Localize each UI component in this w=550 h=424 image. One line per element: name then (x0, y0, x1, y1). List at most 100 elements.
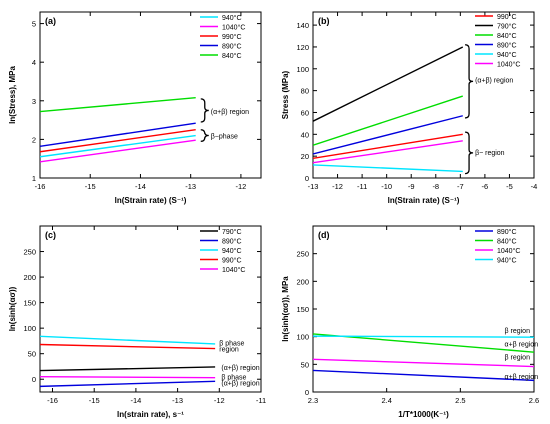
panel-label: (d) (318, 230, 330, 240)
series-line (40, 97, 196, 113)
legend-label: 940°C (497, 51, 517, 59)
y-tick-label: 100 (296, 333, 309, 342)
series-line (40, 343, 216, 350)
series-line (313, 335, 534, 338)
series-line (313, 140, 463, 164)
y-tick-label: 80 (301, 87, 309, 96)
annotation-label: β phase (221, 375, 246, 382)
x-tick-label: -8 (432, 182, 439, 191)
series-line (313, 164, 463, 173)
annotation-brace (465, 44, 474, 119)
x-tick-label: -5 (506, 182, 513, 191)
y-tick-label: 40 (301, 130, 309, 139)
panel-label: (b) (318, 16, 330, 26)
chart-panel-2: -13 -12 -11 -10 -9 -8 -7 -6 -5 -4 0 20 40 60 80 100 120 1… (281, 11, 538, 205)
x-tick-label: -16 (35, 182, 46, 191)
x-tick-label: -4 (531, 182, 538, 191)
series-group (40, 97, 196, 163)
annotation-label: (α+β) region (221, 365, 259, 372)
plot-frame (39, 11, 262, 179)
x-tick-label: -13 (308, 182, 319, 191)
y-tick-label: 0 (32, 375, 36, 384)
x-axis-label: ln(Strain rate) (S⁻¹) (388, 196, 460, 205)
x-tick-label: -15 (89, 396, 100, 405)
y-tick-label: 200 (296, 277, 309, 286)
series-line (313, 358, 534, 368)
annotation-brace (200, 98, 209, 123)
y-tick-label: 50 (301, 360, 309, 369)
legend-label: 790°C (222, 228, 242, 236)
legend-label: 940°C (222, 14, 242, 22)
x-tick-label: -10 (381, 182, 392, 191)
y-tick-label: 20 (301, 152, 309, 161)
plot-frame (312, 11, 535, 179)
y-tick-label: 150 (23, 299, 36, 308)
series-line (313, 95, 464, 146)
annotation-label: β region (505, 355, 531, 362)
x-tick-label: -6 (482, 182, 489, 191)
panel-label: (c) (45, 230, 56, 240)
x-axis-label: ln(strain rate), s⁻¹ (117, 410, 184, 419)
legend-label: 1040°C (497, 247, 520, 255)
series-group (313, 46, 464, 173)
legend-label: 990°C (497, 13, 517, 21)
legend-label: 890°C (497, 228, 517, 236)
y-tick-label: 2 (32, 135, 36, 144)
plot-frame (39, 225, 262, 393)
series-line (313, 133, 463, 160)
series-line (313, 369, 534, 382)
chart-panel-1: -16 -15 -14 -13 -12 1 2 3 4 5 ln(Strain rate) (S⁻¹… (8, 11, 262, 205)
series-line (40, 375, 216, 379)
y-axis-label: ln(sinh(ασ)) (8, 286, 17, 331)
y-tick-label: 4 (32, 58, 36, 67)
legend-label: 1040°C (222, 266, 245, 274)
annotation-label: α+β region (505, 341, 539, 348)
annotation-label: (α+β) region (475, 78, 513, 85)
y-axis-label: ln(Stress), MPa (8, 66, 17, 124)
x-tick-label: -13 (185, 182, 196, 191)
x-tick-label: 2.3 (308, 396, 318, 405)
x-tick-label: -14 (135, 182, 146, 191)
x-tick-label: -13 (172, 396, 183, 405)
y-axis-label: ln(sinh(ασ)), MPa (281, 276, 290, 342)
y-axis-label: Stress (MPa) (281, 70, 290, 119)
annotation-label: β− region (475, 150, 505, 157)
legend-label: 840°C (497, 237, 517, 245)
legend-label: 1040°C (497, 60, 520, 68)
series-line (313, 46, 464, 122)
x-tick-label: 2.4 (381, 396, 391, 405)
legend-label: 890°C (222, 42, 242, 50)
y-tick-label: 0 (305, 388, 309, 397)
y-tick-label: 120 (296, 43, 309, 52)
y-tick-label: 50 (28, 350, 36, 359)
annotation-label: β phase (219, 340, 244, 347)
y-tick-label: 140 (296, 21, 309, 30)
series-line (40, 134, 196, 158)
y-tick-label: 100 (296, 65, 309, 74)
y-tick-label: 5 (32, 20, 36, 29)
series-group (40, 335, 216, 388)
chart-panel-4: 2.3 2.4 2.5 2.6 0 50 100 150 200 250 1/T*1000(K⁻¹)… (281, 225, 539, 419)
series-line (40, 139, 196, 163)
legend-label: 890°C (497, 41, 517, 49)
x-axis-label: ln(Strain rate) (S⁻¹) (115, 196, 187, 205)
y-tick-label: 250 (23, 248, 36, 257)
legend-label: 1040°C (222, 23, 245, 31)
y-tick-label: 200 (23, 273, 36, 282)
annotation-label: β region (505, 328, 531, 335)
legend-label: 940°C (497, 256, 517, 264)
y-tick-label: 1 (32, 174, 36, 183)
x-tick-label: -12 (214, 396, 225, 405)
x-tick-label: -16 (47, 396, 58, 405)
annotation-label: (α+β) region (211, 109, 249, 116)
annotation-label: β−phase (211, 134, 238, 141)
legend-label: 840°C (497, 32, 517, 40)
x-tick-label: -11 (357, 182, 367, 191)
y-tick-label: 60 (301, 108, 309, 117)
series-group (313, 333, 534, 382)
series-line (40, 366, 216, 372)
legend-label: 940°C (222, 247, 242, 255)
series-line (40, 335, 216, 345)
x-tick-label: -15 (85, 182, 96, 191)
